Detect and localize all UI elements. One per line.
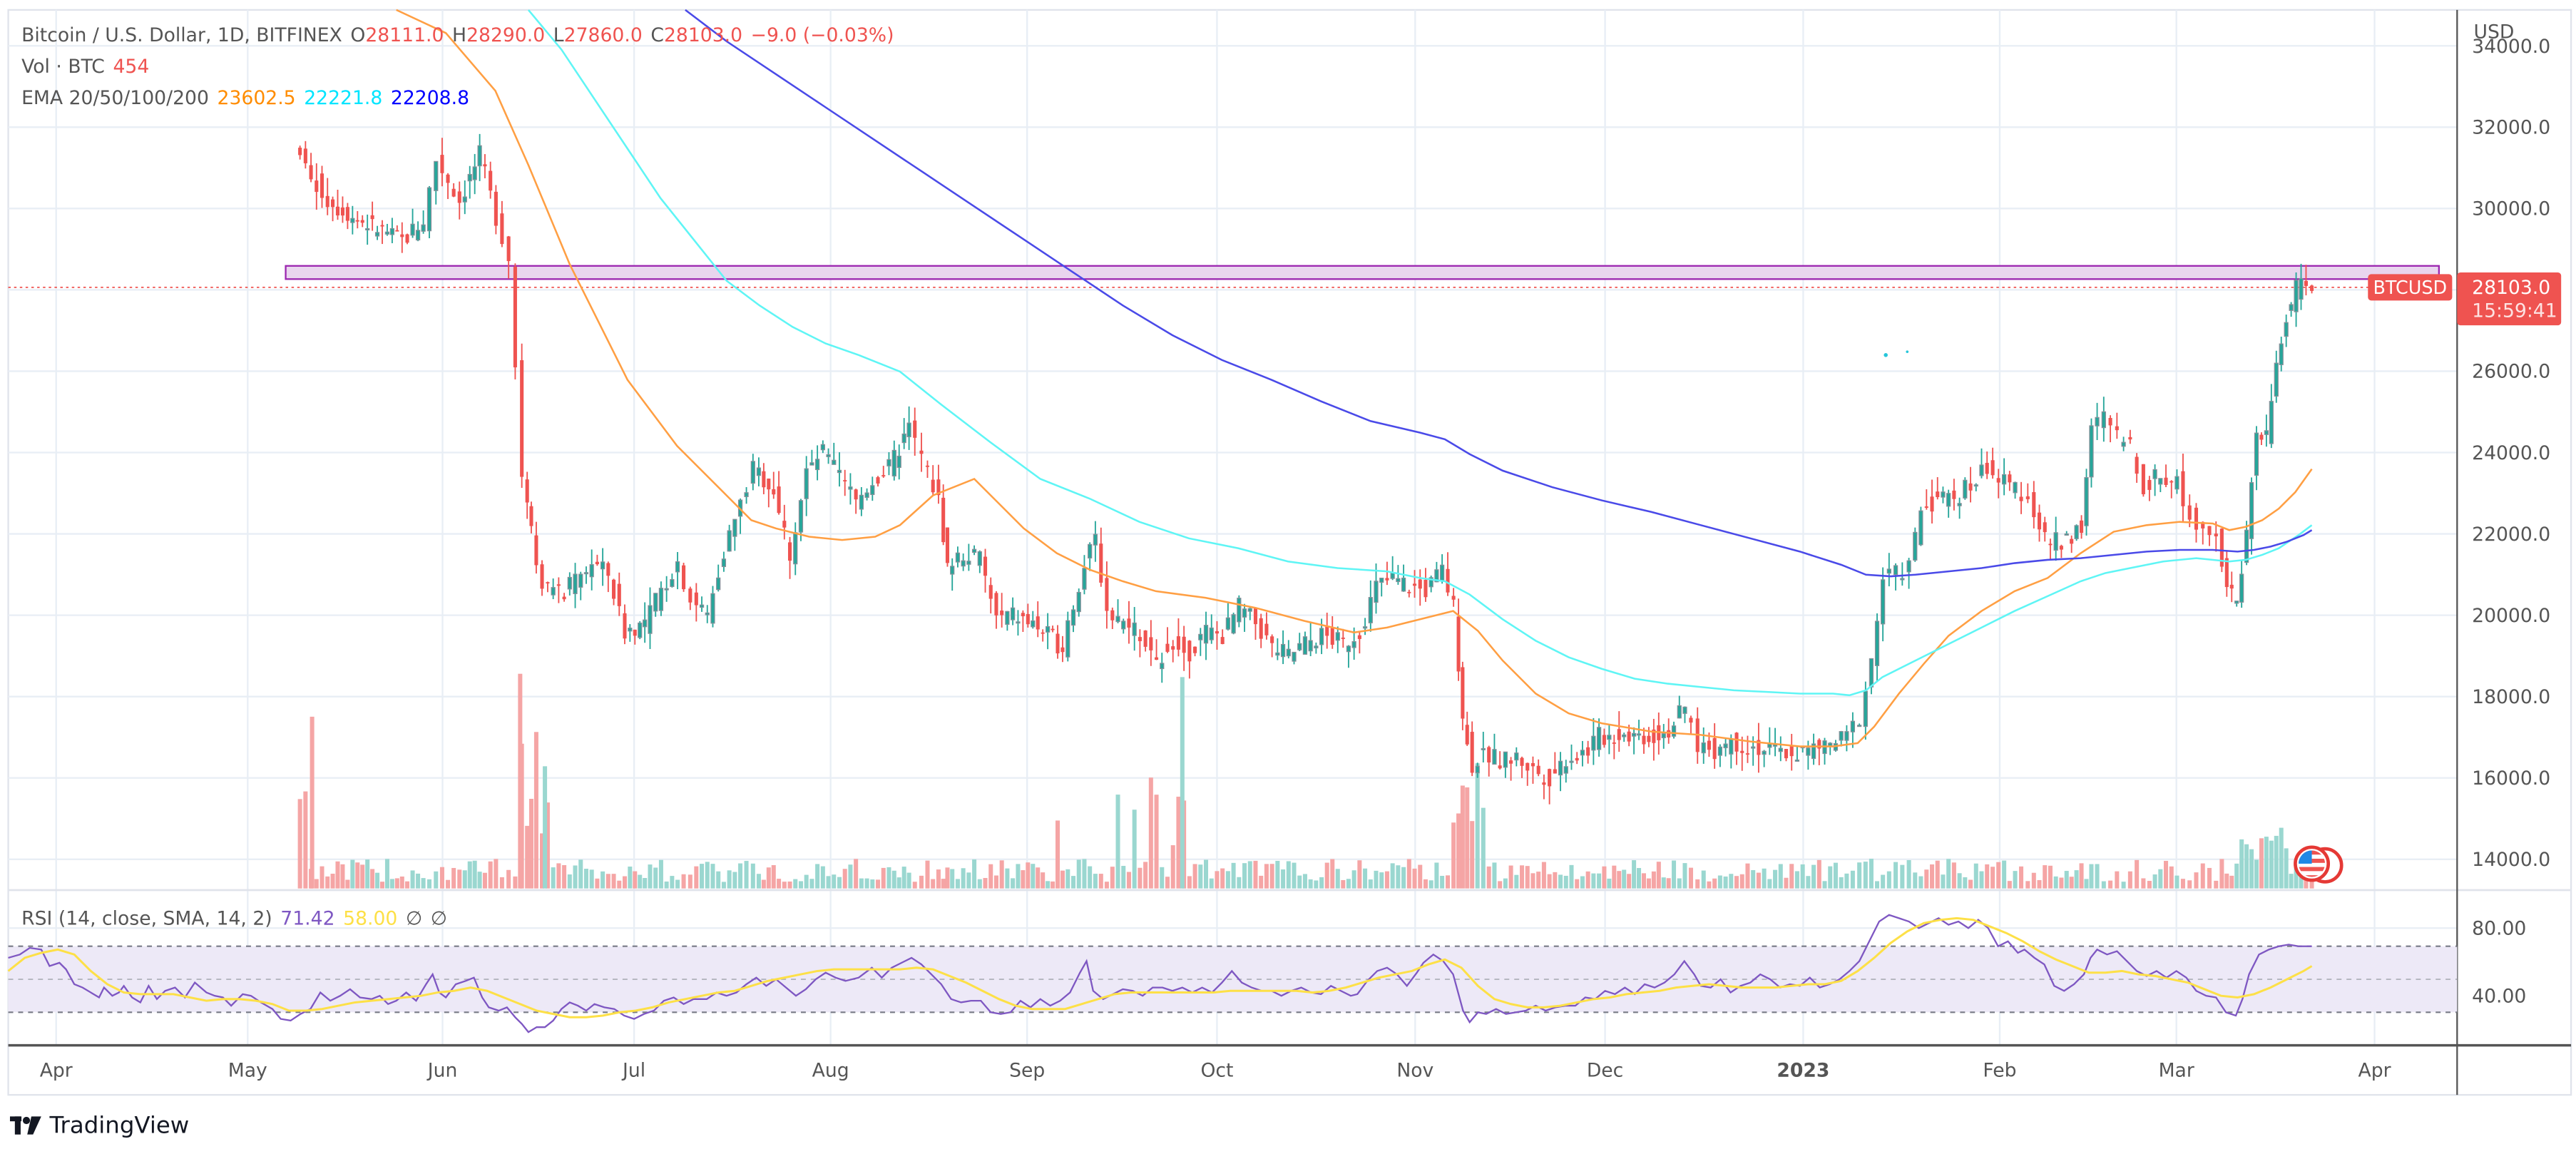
price-tick: 22000.0: [2472, 524, 2550, 546]
symbol-title[interactable]: Bitcoin / U.S. Dollar, 1D, BITFINEX: [21, 23, 342, 46]
price-change: −9.0 (−0.03%): [750, 23, 894, 46]
rsi-sma-line: [7, 916, 2313, 1018]
time-label: Mar: [2159, 1060, 2194, 1082]
rsi-extra-1: ∅: [405, 907, 423, 930]
rsi-label: RSI (14, close, SMA, 14, 2): [21, 907, 272, 930]
ema-50-line: [527, 9, 2313, 697]
price-tick: 34000.0: [2472, 36, 2550, 58]
time-label: Nov: [1396, 1060, 1433, 1082]
tradingview-logo[interactable]: TradingView: [9, 1113, 190, 1140]
symbol-tag: BTCUSD: [2368, 274, 2453, 301]
tradingview-logo-text: TradingView: [49, 1113, 190, 1140]
rsi-value: 71.42: [280, 907, 335, 930]
rsi-extra-2: ∅: [430, 907, 448, 930]
svg-text:BTCUSD: BTCUSD: [2373, 277, 2447, 299]
time-label: 2023: [1777, 1060, 1829, 1082]
tradingview-logo-icon: [9, 1116, 41, 1135]
ohlc-open: O28111.0: [350, 23, 444, 46]
rsi-sma-value: 58.00: [343, 907, 398, 930]
price-tick: 24000.0: [2472, 442, 2550, 464]
us-flag-event-icon[interactable]: [2294, 845, 2344, 884]
ema-100-value: 22208.8: [390, 86, 470, 109]
ema-legend[interactable]: EMA 20/50/100/200 23602.5 22221.8 22208.8: [21, 86, 478, 108]
time-label: Apr: [40, 1060, 73, 1082]
time-label: Jul: [621, 1060, 645, 1082]
ohlc-high: H28290.0: [452, 23, 546, 46]
volume-value: 454: [113, 54, 150, 78]
price-tick: 26000.0: [2472, 361, 2550, 383]
ema-50-value: 22221.8: [304, 86, 383, 109]
time-label: Apr: [2358, 1060, 2391, 1082]
currency-label: USD: [2473, 21, 2514, 43]
volume-label: Vol · BTC: [21, 54, 105, 78]
rsi-axis-80: 80.00: [2472, 918, 2526, 940]
rsi-axis-40: 40.00: [2472, 985, 2526, 1007]
ohlc-close: C28103.0: [650, 23, 743, 46]
time-label: Dec: [1587, 1060, 1624, 1082]
ema-100-line: [685, 9, 2313, 578]
time-label: Jun: [426, 1060, 458, 1082]
rsi-legend[interactable]: RSI (14, close, SMA, 14, 2) 71.42 58.00 ∅ ∅: [21, 907, 455, 929]
resistance-zone: [285, 265, 2440, 280]
time-label: Aug: [812, 1060, 849, 1082]
symbol-legend[interactable]: Bitcoin / U.S. Dollar, 1D, BITFINEX O2811…: [21, 23, 902, 46]
ema-20-line: [396, 9, 2313, 747]
price-tick: 32000.0: [2472, 117, 2550, 139]
ohlc-low: L27860.0: [553, 23, 643, 46]
svg-text:28103.0: 28103.0: [2472, 277, 2550, 299]
ema-20-value: 23602.5: [217, 86, 296, 109]
price-tick: 20000.0: [2472, 605, 2550, 627]
time-label: Sep: [1009, 1060, 1045, 1082]
price-tick: 30000.0: [2472, 198, 2550, 220]
volume-bars: [297, 673, 2314, 889]
price-tick: 14000.0: [2472, 849, 2550, 871]
candles: [298, 133, 2314, 805]
time-label: Feb: [1983, 1060, 2016, 1082]
volume-legend[interactable]: Vol · BTC 454: [21, 54, 158, 77]
price-tick: 18000.0: [2472, 686, 2550, 708]
ema-label: EMA 20/50/100/200: [21, 86, 209, 109]
last-price-tag: 28103.0 15:59:41: [2457, 272, 2562, 326]
svg-text:15:59:41: 15:59:41: [2472, 300, 2557, 322]
price-tick: 16000.0: [2472, 767, 2550, 790]
time-label: Oct: [1200, 1060, 1233, 1082]
time-axis[interactable]: Apr May Jun Jul Aug Sep Oct Nov Dec 2023 Feb Mar Apr: [40, 1060, 2391, 1082]
time-label: May: [228, 1060, 267, 1082]
price-axis[interactable]: 34000.0 32000.0 30000.0 26000.0 24000.0 22000…: [2472, 36, 2550, 871]
